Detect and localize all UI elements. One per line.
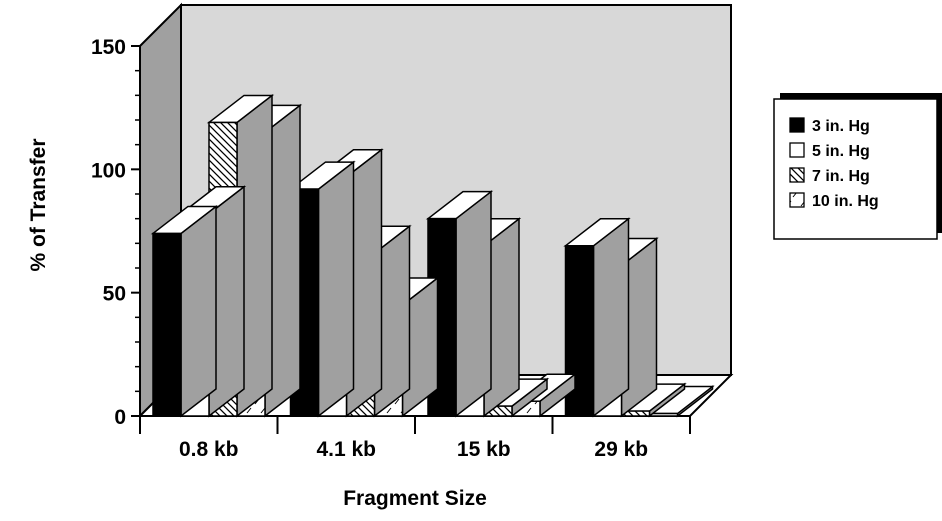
x-tick-label: 15 kb xyxy=(457,438,511,461)
legend-item: 10 in. Hg xyxy=(789,192,879,210)
axes: 0 50 100 150 0.8 kb 4.1 kb 15 kb 29 kb xyxy=(91,36,691,461)
x-tick-label: 0.8 kb xyxy=(179,438,239,461)
bar-side xyxy=(180,204,217,418)
legend-item: 3 in. Hg xyxy=(789,117,870,135)
bar xyxy=(425,190,494,418)
y-tick-label: 150 xyxy=(91,36,126,59)
bar-front xyxy=(648,412,679,417)
bar xyxy=(288,160,356,418)
x-ticks: 0.8 kb 4.1 kb 15 kb 29 kb xyxy=(139,416,691,461)
legend-item: 7 in. Hg xyxy=(789,167,870,185)
x-tick-label: 4.1 kb xyxy=(316,438,376,461)
bars xyxy=(150,93,715,418)
y-axis-title: % of Transfer xyxy=(27,138,50,271)
legend-swatch xyxy=(789,142,805,158)
x-tick-label: 29 kb xyxy=(594,438,648,461)
legend-label: 7 in. Hg xyxy=(812,168,870,185)
bar xyxy=(206,93,275,418)
y-ticks: 0 50 100 150 xyxy=(91,36,140,429)
legend-label: 10 in. Hg xyxy=(812,193,879,210)
legend: 3 in. Hg 5 in. Hg 7 in. Hg 10 in. Hg xyxy=(773,93,942,240)
bar-side xyxy=(592,217,630,418)
bar-side xyxy=(317,160,355,418)
y-tick-label: 50 xyxy=(103,283,126,306)
bar-front xyxy=(152,232,182,417)
legend-label: 3 in. Hg xyxy=(812,118,870,135)
bar xyxy=(563,217,631,418)
y-tick-label: 100 xyxy=(91,159,126,182)
legend-items: 3 in. Hg 5 in. Hg 7 in. Hg 10 in. Hg xyxy=(789,117,879,210)
legend-swatch xyxy=(789,167,805,183)
x-axis-title: Fragment Size xyxy=(343,487,487,510)
legend-swatch xyxy=(789,192,805,208)
bar-side xyxy=(455,190,492,418)
legend-label: 5 in. Hg xyxy=(812,143,870,160)
legend-item: 5 in. Hg xyxy=(789,142,870,160)
legend-swatch xyxy=(789,117,805,133)
y-tick-label: 0 xyxy=(114,406,126,429)
bar xyxy=(150,204,219,418)
